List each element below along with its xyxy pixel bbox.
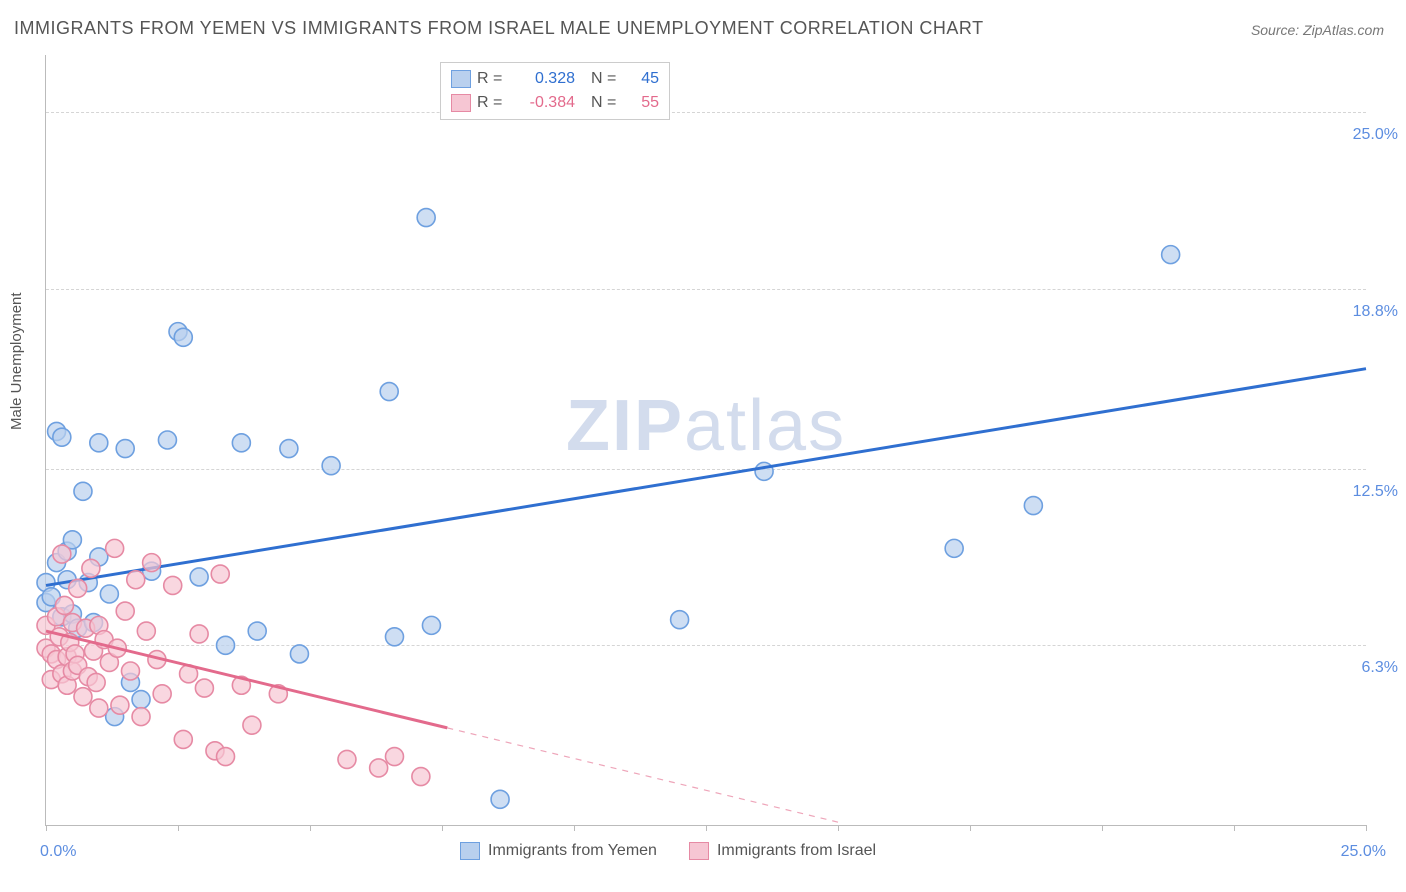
swatch-series-0 xyxy=(451,70,471,88)
scatter-point-series-0 xyxy=(53,428,71,446)
scatter-point-series-1 xyxy=(195,679,213,697)
scatter-point-series-1 xyxy=(243,716,261,734)
scatter-point-series-1 xyxy=(370,759,388,777)
legend-item-series-0: Immigrants from Yemen xyxy=(460,842,657,860)
scatter-point-series-1 xyxy=(385,748,403,766)
scatter-point-series-0 xyxy=(491,790,509,808)
scatter-point-series-0 xyxy=(174,328,192,346)
swatch-series-1 xyxy=(689,842,709,860)
plot-area: ZIPatlas xyxy=(45,55,1366,826)
scatter-point-series-1 xyxy=(74,688,92,706)
series-legend: Immigrants from Yemen Immigrants from Is… xyxy=(460,842,876,860)
scatter-point-series-0 xyxy=(116,440,134,458)
scatter-point-series-1 xyxy=(211,565,229,583)
scatter-point-series-1 xyxy=(69,579,87,597)
correlation-legend: R = 0.328 N = 45 R = -0.384 N = 55 xyxy=(440,62,670,120)
scatter-point-series-0 xyxy=(671,611,689,629)
scatter-point-series-1 xyxy=(53,545,71,563)
scatter-point-series-1 xyxy=(90,699,108,717)
legend-label-series-0: Immigrants from Yemen xyxy=(488,842,657,860)
scatter-point-series-0 xyxy=(217,636,235,654)
scatter-point-series-1 xyxy=(174,730,192,748)
scatter-point-series-0 xyxy=(190,568,208,586)
scatter-point-series-1 xyxy=(82,559,100,577)
scatter-point-series-0 xyxy=(1024,497,1042,515)
chart-title: IMMIGRANTS FROM YEMEN VS IMMIGRANTS FROM… xyxy=(14,18,984,39)
swatch-series-1 xyxy=(451,94,471,112)
n-label: N = xyxy=(591,70,623,88)
scatter-point-series-0 xyxy=(248,622,266,640)
scatter-point-series-1 xyxy=(121,662,139,680)
legend-row-series-1: R = -0.384 N = 55 xyxy=(451,91,659,115)
scatter-point-series-0 xyxy=(100,585,118,603)
scatter-point-series-0 xyxy=(74,482,92,500)
scatter-point-series-0 xyxy=(158,431,176,449)
scatter-point-series-0 xyxy=(132,691,150,709)
trendline-dashed-series-1 xyxy=(447,728,838,822)
scatter-svg xyxy=(46,55,1366,825)
swatch-series-0 xyxy=(460,842,480,860)
r-value-series-1: -0.384 xyxy=(513,94,575,112)
scatter-point-series-1 xyxy=(132,708,150,726)
n-label: N = xyxy=(591,94,623,112)
x-axis-max-label: 25.0% xyxy=(1341,843,1386,861)
legend-label-series-1: Immigrants from Israel xyxy=(717,842,876,860)
n-value-series-1: 55 xyxy=(629,94,659,112)
scatter-point-series-0 xyxy=(417,209,435,227)
y-axis-tick-label: 12.5% xyxy=(1353,483,1398,501)
scatter-point-series-1 xyxy=(143,554,161,572)
y-axis-tick-label: 18.8% xyxy=(1353,303,1398,321)
y-axis-title: Male Unemployment xyxy=(8,292,25,430)
y-axis-tick-label: 6.3% xyxy=(1362,659,1398,677)
legend-item-series-1: Immigrants from Israel xyxy=(689,842,876,860)
scatter-point-series-0 xyxy=(380,383,398,401)
scatter-point-series-1 xyxy=(217,748,235,766)
scatter-point-series-0 xyxy=(1162,246,1180,264)
trendline-series-0 xyxy=(46,369,1366,586)
r-label: R = xyxy=(477,94,507,112)
scatter-point-series-1 xyxy=(55,596,73,614)
scatter-point-series-1 xyxy=(412,768,430,786)
scatter-point-series-0 xyxy=(422,616,440,634)
scatter-point-series-0 xyxy=(290,645,308,663)
r-value-series-0: 0.328 xyxy=(513,70,575,88)
scatter-point-series-1 xyxy=(338,750,356,768)
scatter-point-series-0 xyxy=(385,628,403,646)
n-value-series-0: 45 xyxy=(629,70,659,88)
scatter-point-series-1 xyxy=(127,571,145,589)
scatter-point-series-1 xyxy=(164,576,182,594)
scatter-point-series-0 xyxy=(280,440,298,458)
scatter-point-series-1 xyxy=(137,622,155,640)
scatter-point-series-1 xyxy=(190,625,208,643)
scatter-point-series-0 xyxy=(232,434,250,452)
x-axis-min-label: 0.0% xyxy=(40,843,76,861)
scatter-point-series-1 xyxy=(111,696,129,714)
source-attribution: Source: ZipAtlas.com xyxy=(1251,22,1384,38)
legend-row-series-0: R = 0.328 N = 45 xyxy=(451,67,659,91)
scatter-point-series-1 xyxy=(87,673,105,691)
r-label: R = xyxy=(477,70,507,88)
scatter-point-series-0 xyxy=(945,539,963,557)
scatter-point-series-1 xyxy=(106,539,124,557)
scatter-point-series-1 xyxy=(153,685,171,703)
scatter-point-series-1 xyxy=(116,602,134,620)
y-axis-tick-label: 25.0% xyxy=(1353,126,1398,144)
scatter-point-series-0 xyxy=(322,457,340,475)
scatter-point-series-0 xyxy=(90,434,108,452)
